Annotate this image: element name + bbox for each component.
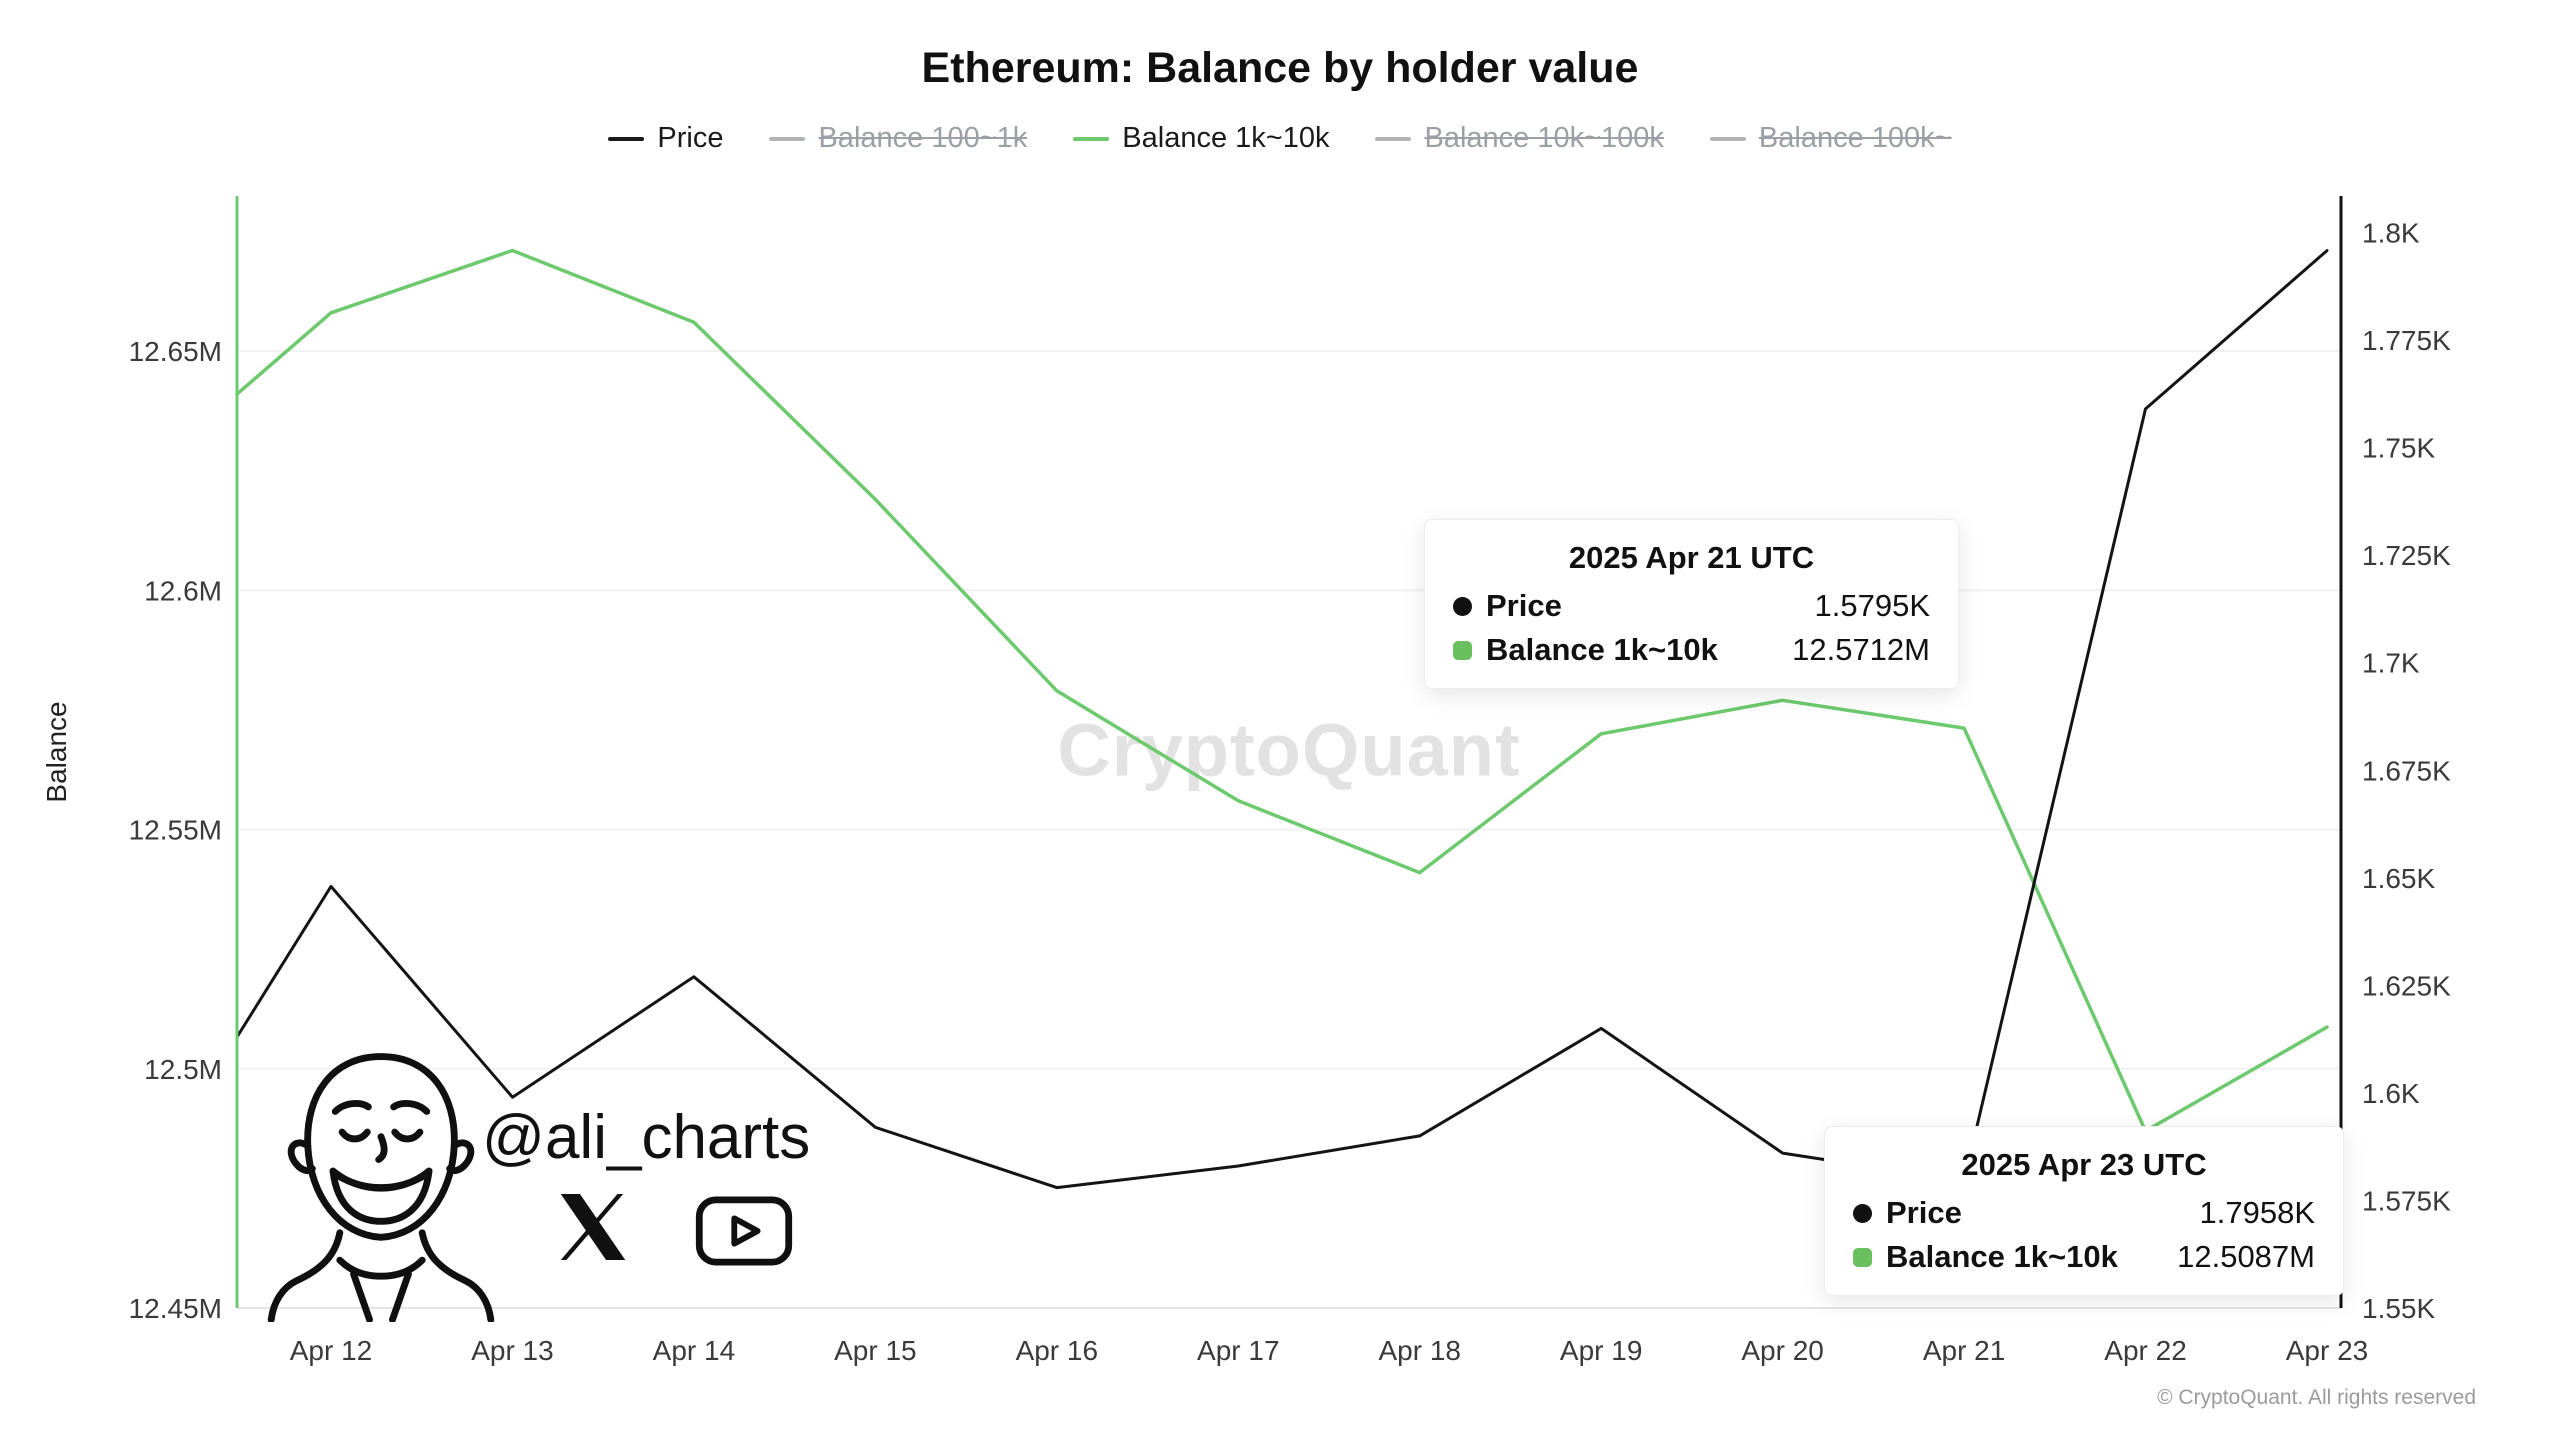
left-axis-tick: 12.6M: [144, 575, 222, 606]
price-dot-icon: [1853, 1203, 1872, 1223]
x-axis-tick: Apr 23: [2286, 1335, 2369, 1366]
balance-1k-10k-line: [235, 248, 2329, 1133]
right-axis-tick: 1.575K: [2362, 1185, 2451, 1216]
balance-10k-100k-line-marker-icon: [1375, 136, 1412, 141]
balance-100-1k-line-marker-icon: [769, 136, 806, 141]
legend: Price Balance 100~1k Balance 1k~10k Bala…: [0, 122, 2560, 155]
chart-title: Ethereum: Balance by holder value: [921, 44, 1639, 92]
legend-item-balance-100k[interactable]: Balance 100k~: [1709, 122, 1952, 155]
x-axis-tick: Apr 14: [653, 1335, 736, 1366]
x-axis-tick: Apr 19: [1560, 1335, 1643, 1366]
x-axis-tick: Apr 13: [471, 1335, 554, 1366]
x-axis-tick: Apr 17: [1197, 1335, 1280, 1366]
tooltip-apr-21: 2025 Apr 21 UTC Price 1.5795K Balance 1k…: [1424, 519, 1959, 689]
tooltip-row-price: Price 1.7958K: [1853, 1195, 2315, 1231]
tooltip-apr-23: 2025 Apr 23 UTC Price 1.7958K Balance 1k…: [1824, 1126, 2344, 1296]
x-logo-icon: [560, 1194, 626, 1260]
right-axis-tick: 1.625K: [2362, 970, 2451, 1001]
legend-item-balance-10k-100k[interactable]: Balance 10k~100k: [1375, 122, 1664, 155]
price-line: [235, 249, 2329, 1190]
right-axis-tick: 1.775K: [2362, 325, 2451, 356]
x-axis-tick: Apr 22: [2104, 1335, 2187, 1366]
right-axis-tick: 1.65K: [2362, 863, 2435, 894]
right-axis-tick: 1.55K: [2362, 1293, 2435, 1324]
tooltip-row-price: Price 1.5795K: [1453, 588, 1930, 624]
tooltip-title: 2025 Apr 21 UTC: [1568, 540, 1815, 575]
right-axis-tick: 1.75K: [2362, 433, 2435, 464]
tooltip-row-balance: Balance 1k~10k 12.5712M: [1453, 632, 1930, 668]
x-axis-tick: Apr 15: [834, 1335, 917, 1366]
ali-charts-handle: @ali_charts: [482, 1103, 811, 1172]
x-axis-tick: Apr 16: [1016, 1335, 1099, 1366]
legend-label: Price: [657, 122, 724, 154]
legend-label: Balance 100~1k: [818, 122, 1028, 154]
x-axis-tick: Apr 20: [1741, 1335, 1824, 1366]
left-axis-tick: 12.45M: [129, 1293, 222, 1324]
ali-avatar-sketch: [267, 1053, 495, 1322]
left-axis-tick: 12.5M: [144, 1054, 222, 1085]
right-axis-tick: 1.7K: [2362, 648, 2420, 679]
legend-label: Balance 10k~100k: [1424, 122, 1664, 154]
price-line-marker-icon: [608, 136, 645, 141]
legend-item-balance-100-1k[interactable]: Balance 100~1k: [769, 122, 1027, 155]
left-axis-tick: 12.65M: [129, 336, 222, 367]
right-axis-tick: 1.6K: [2362, 1078, 2420, 1109]
balance-square-icon: [1853, 1247, 1872, 1267]
legend-item-price[interactable]: Price: [608, 122, 723, 155]
balance-1k-10k-line-marker-icon: [1073, 136, 1110, 141]
cryptoquant-watermark: CryptoQuant: [1057, 708, 1521, 792]
right-axis-tick: 1.725K: [2362, 540, 2451, 571]
y-axis-title: Balance: [41, 701, 72, 802]
x-axis-tick: Apr 18: [1378, 1335, 1461, 1366]
tooltip-title: 2025 Apr 23 UTC: [1961, 1147, 2207, 1182]
legend-label: Balance 100k~: [1758, 122, 1952, 154]
right-axis-tick: 1.675K: [2362, 755, 2451, 786]
copyright-notice: © CryptoQuant. All rights reserved: [2157, 1386, 2476, 1409]
balance-100k-line-marker-icon: [1709, 136, 1746, 141]
x-axis-tick: Apr 12: [290, 1335, 373, 1366]
balance-square-icon: [1453, 640, 1472, 660]
price-dot-icon: [1453, 596, 1472, 616]
legend-label: Balance 1k~10k: [1122, 122, 1330, 154]
left-axis-tick: 12.55M: [129, 815, 222, 846]
legend-item-balance-1k-10k[interactable]: Balance 1k~10k: [1073, 122, 1329, 155]
x-axis-tick: Apr 21: [1923, 1335, 2006, 1366]
tooltip-row-balance: Balance 1k~10k 12.5087M: [1853, 1239, 2315, 1275]
youtube-icon: [695, 1196, 793, 1266]
right-axis-tick: 1.8K: [2362, 218, 2420, 249]
